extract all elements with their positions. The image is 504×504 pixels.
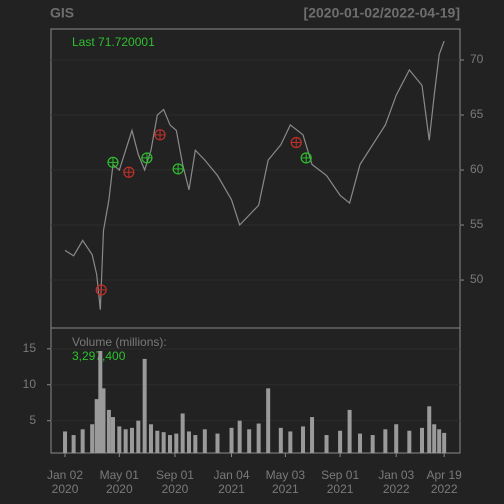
volume-bar (98, 350, 103, 453)
volume-bar (117, 426, 122, 453)
volume-bar (383, 429, 388, 453)
volume-panel (50, 327, 461, 454)
signal-cross (155, 129, 166, 140)
signal-cross (123, 167, 134, 178)
volume-bar (419, 427, 424, 453)
x-tick-label: 2020 (106, 482, 133, 496)
volume-bar (202, 429, 207, 453)
signal-cross (173, 163, 184, 174)
x-tick-label: 2021 (327, 482, 354, 496)
volume-bar (123, 429, 128, 453)
x-tick-label: May 01 (100, 468, 140, 482)
x-tick-label: Jan 04 (214, 468, 250, 482)
y-tick-label: 60 (470, 162, 484, 176)
x-tick-label: Sep 01 (156, 468, 194, 482)
volume-bar (193, 435, 198, 453)
y2-tick-label: 15 (23, 341, 37, 355)
volume-bar (427, 406, 432, 453)
volume-bar (437, 429, 442, 453)
x-tick-label: 2022 (431, 482, 458, 496)
volume-bar (90, 424, 95, 453)
volume-bar (174, 433, 179, 453)
volume-bar (180, 413, 185, 453)
volume-bar (94, 399, 99, 453)
volume-bar (237, 420, 242, 453)
volume-bar (63, 431, 68, 453)
volume-bar (136, 420, 141, 453)
volume-bar (186, 431, 191, 453)
volume-bar (266, 388, 271, 453)
x-tick-label: Jan 03 (378, 468, 414, 482)
signal-cross (107, 157, 118, 168)
volume-bar (394, 424, 399, 453)
signal-cross (96, 284, 107, 295)
x-tick-label: 2020 (52, 482, 79, 496)
volume-bar (148, 424, 153, 453)
signal-cross (291, 137, 302, 148)
y2-tick-label: 5 (29, 413, 36, 427)
signal-cross (141, 152, 152, 163)
volume-bar (101, 388, 106, 453)
signal-cross (301, 152, 312, 163)
volume-bar (80, 429, 85, 453)
volume-bar (324, 435, 329, 453)
last-label: Last 71.720001 (72, 35, 155, 49)
x-tick-label: Jan 02 (47, 468, 83, 482)
x-tick-label: Apr 19 (426, 468, 462, 482)
volume-bar (338, 430, 343, 453)
x-tick-label: 2021 (218, 482, 245, 496)
y-tick-label: 65 (470, 107, 484, 121)
volume-bar (110, 417, 115, 453)
volume-bar (407, 430, 412, 453)
volume-bar (278, 427, 283, 453)
volume-bar (161, 432, 166, 453)
volume-bar (229, 427, 234, 453)
price-line (64, 40, 445, 310)
volume-bar (358, 433, 363, 453)
volume-title: Volume (millions): (72, 335, 167, 349)
y-tick-label: 50 (470, 272, 484, 286)
volume-bar (167, 435, 172, 453)
volume-bar (71, 435, 76, 453)
volume-bar (347, 409, 352, 453)
x-tick-label: May 03 (266, 468, 306, 482)
date-range: [2020-01-02/2022-04-19] (304, 5, 460, 21)
price-panel (50, 28, 461, 329)
volume-bar (310, 417, 315, 453)
x-tick-label: Sep 01 (321, 468, 359, 482)
volume-bar (215, 433, 220, 453)
volume-bar (129, 427, 134, 453)
volume-bar (288, 431, 293, 453)
volume-bar (301, 426, 306, 453)
volume-bar (442, 432, 447, 453)
volume-bar (106, 409, 111, 453)
y-tick-label: 70 (470, 52, 484, 66)
chart-title: GIS (50, 5, 74, 21)
x-tick-label: 2021 (272, 482, 299, 496)
volume-bar (432, 424, 437, 453)
y-tick-label: 55 (470, 217, 484, 231)
volume-bar (247, 429, 252, 453)
y2-tick-label: 10 (23, 377, 37, 391)
volume-bar (370, 435, 375, 453)
x-tick-label: 2020 (162, 482, 189, 496)
volume-bar (256, 423, 261, 453)
x-tick-label: 2022 (383, 482, 410, 496)
volume-bar (142, 358, 147, 453)
volume-bar (155, 430, 160, 453)
